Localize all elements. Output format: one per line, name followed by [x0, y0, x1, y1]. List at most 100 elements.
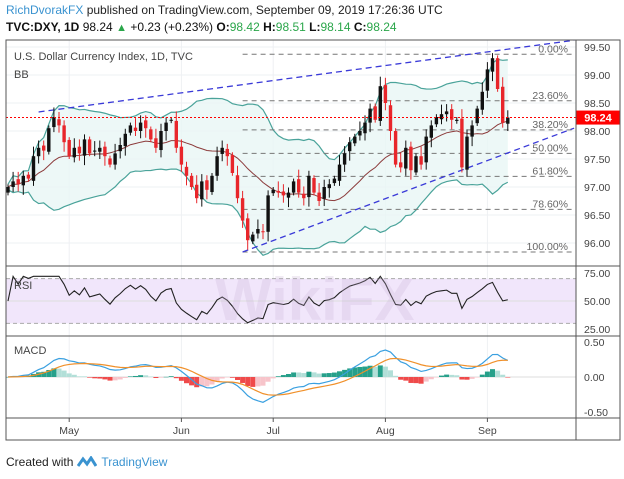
fib-level-label: 61.80%: [532, 165, 568, 177]
high-label: H:: [263, 20, 276, 34]
trendline: [242, 127, 575, 253]
macd-histogram-bar: [413, 377, 419, 384]
fib-level-label: 38.20%: [532, 119, 568, 131]
tradingview-logo-icon: [77, 456, 98, 467]
macd-histogram-bar: [352, 367, 358, 377]
candle-body: [490, 58, 495, 72]
candle-body: [261, 231, 265, 233]
macd-histogram-bar: [321, 373, 327, 377]
symbol-label: TVC:DXY, 1D: [6, 20, 80, 34]
candle-body: [149, 129, 153, 140]
macd-histogram-bar: [51, 368, 57, 377]
macd-histogram-bar: [204, 377, 210, 387]
macd-histogram-bar: [398, 377, 404, 380]
macd-histogram-bar: [76, 376, 82, 377]
macd-histogram-bar: [143, 375, 149, 377]
macd-histogram-bar: [250, 377, 256, 387]
candle-body: [62, 125, 66, 143]
candle-body: [353, 136, 357, 144]
macd-histogram-bar: [474, 377, 480, 378]
macd-label: MACD: [14, 345, 46, 357]
macd-histogram-bar: [66, 373, 72, 377]
price-change: +0.23 (+0.23%): [130, 20, 214, 34]
macd-histogram-bar: [255, 377, 261, 387]
candle-body: [67, 139, 71, 157]
last-price-tag-label: 98.24: [584, 113, 612, 125]
macd-histogram-bar: [464, 377, 470, 380]
macd-histogram-bar: [280, 375, 286, 377]
candle-body: [26, 174, 31, 179]
candle-body: [404, 147, 408, 169]
candle-body: [501, 86, 505, 123]
tradingview-link[interactable]: TradingView: [101, 455, 168, 469]
macd-axis-label: 0.00: [584, 372, 605, 384]
candle-body: [302, 193, 306, 199]
macd-histogram-bar: [433, 377, 439, 378]
high-value: 98.51: [275, 20, 306, 34]
macd-histogram-bar: [301, 373, 307, 377]
candle-body: [342, 153, 347, 165]
macd-histogram-bar: [306, 371, 312, 377]
macd-histogram-bar: [133, 375, 138, 377]
macd-histogram-bar: [194, 377, 200, 388]
macd-histogram-bar: [296, 372, 302, 377]
macd-histogram-bar: [454, 375, 460, 377]
candle-body: [189, 175, 194, 187]
candle-body: [11, 181, 15, 187]
candle-body: [36, 147, 41, 157]
macd-histogram-bar: [138, 375, 144, 377]
candle-body: [113, 153, 117, 165]
candle-body: [429, 125, 433, 138]
candle-body: [87, 139, 92, 154]
candle-body: [317, 192, 321, 201]
candle-body: [77, 146, 82, 154]
macd-histogram-bar: [382, 366, 388, 377]
bollinger-lower: [7, 168, 509, 256]
author-link[interactable]: RichDvorakFX: [6, 3, 84, 17]
close-label: C:: [353, 20, 367, 34]
macd-histogram-bar: [229, 377, 235, 378]
open-label: O:: [216, 20, 230, 34]
macd-histogram-bar: [117, 377, 123, 380]
candle-body: [251, 234, 255, 242]
macd-histogram-bar: [178, 377, 184, 381]
macd-histogram-bar: [153, 377, 159, 379]
candle-body: [52, 117, 56, 128]
macd-histogram-bar: [439, 375, 444, 377]
candle-body: [179, 146, 184, 165]
macd-histogram-bar: [224, 377, 230, 378]
macd-histogram-bar: [92, 377, 98, 379]
macd-histogram-bar: [112, 377, 118, 381]
price-axis-label: 98.50: [584, 98, 610, 110]
candle-body: [327, 184, 331, 189]
macd-histogram-bar: [428, 377, 434, 380]
candle-body: [312, 178, 316, 193]
candle-body: [225, 148, 229, 157]
candle-body: [57, 119, 61, 126]
macd-histogram-bar: [357, 366, 363, 377]
candle-body: [16, 179, 20, 185]
macd-histogram-bar: [168, 376, 174, 377]
candle-body: [271, 189, 275, 194]
candle-body: [195, 184, 199, 199]
macd-axis-label: 0.50: [584, 337, 605, 349]
candle-body: [123, 133, 127, 147]
macd-histogram-bar: [127, 376, 133, 377]
candle-body: [434, 117, 439, 125]
macd-histogram-bar: [500, 374, 506, 377]
macd-histogram-bar: [173, 377, 179, 379]
candle-body: [266, 195, 270, 232]
macd-histogram-bar: [275, 376, 281, 377]
macd-histogram-bar: [5, 377, 11, 378]
macd-histogram-bar: [408, 377, 414, 383]
macd-histogram-bar: [291, 372, 297, 377]
candle-body: [388, 105, 393, 131]
macd-histogram-bar: [423, 377, 429, 382]
footer: Created with TradingView: [6, 455, 167, 469]
fib-level-label: 100.00%: [527, 241, 568, 253]
price-pane: 0.00% 23.60% 38.20% 50.00% 61.80% 78.60% 100.0…: [6, 39, 576, 256]
candle-body: [230, 155, 235, 173]
macd-axis-label: -0.50: [584, 407, 608, 419]
